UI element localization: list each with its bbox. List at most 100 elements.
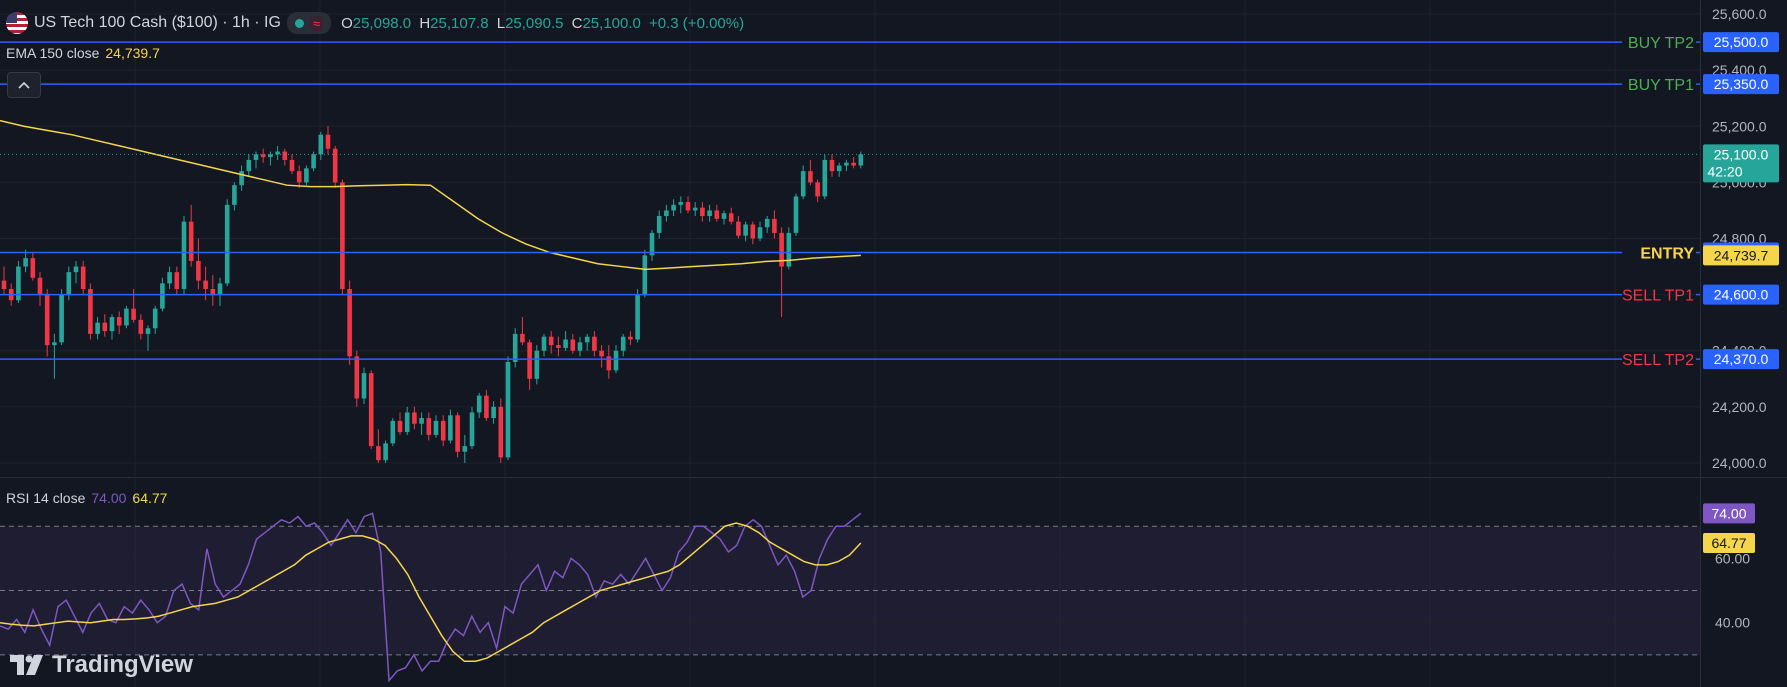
candle-body [764,218,770,228]
change-value: +0.3 (+0.00%) [649,14,745,32]
candle-body [1,280,7,290]
candle-body [512,333,518,362]
candle-body [844,162,849,166]
candle-body [109,317,115,332]
y-tick-label: 24,200.0 [1712,399,1767,415]
candle-body [232,185,237,205]
symbol-legend: US Tech 100 Cash ($100) · 1h · IG ≈ O25,… [6,12,744,34]
candle-body [793,196,799,233]
candle-body [851,162,856,166]
candle-body [296,171,302,183]
candle-body [95,322,100,334]
candle-body [779,232,784,267]
candle-body [260,154,266,158]
candle-body [289,159,295,172]
candle-body [692,207,698,211]
candle-body [750,224,756,239]
collapse-legend-button[interactable] [7,72,41,98]
candle-body [469,412,475,447]
tradingview-logo[interactable]: TradingView [10,651,193,679]
y-tick-label: 25,200.0 [1712,118,1767,134]
candle-body [786,232,792,267]
candle-body [383,443,388,461]
candle-body [829,159,835,172]
candle-body [700,207,705,217]
tradingview-logo-icon [10,655,43,675]
candle-body [736,221,741,236]
candle-body [217,283,223,295]
y-tick-label: 25,600.0 [1712,6,1767,22]
candle-body [44,294,50,346]
level-price-tag [1703,74,1779,95]
candle-body [656,216,662,233]
level-price-label: 24,370.0 [1714,351,1769,367]
rsi-ma-value: 64.77 [132,490,168,506]
brand-name: TradingView [52,651,193,678]
open-value: 25,098.0 [352,14,412,32]
candle-body [174,272,180,290]
candle-body [476,395,482,413]
candle-body [462,446,468,452]
chevron-up-icon [18,81,30,89]
candle-body [203,280,208,290]
candle-body [858,154,864,166]
candle-body [707,210,712,217]
last-price-tag [1703,144,1779,183]
candle-body [628,336,633,340]
candle-body [145,328,151,334]
candle-body [88,289,93,334]
level-label: BUY TP2 [1628,35,1694,52]
candle-body [368,373,374,447]
candle-body [224,204,230,284]
candle-body [160,283,165,309]
ema-price-label: 24,739.7 [1714,247,1769,263]
level-label: BUY TP1 [1628,77,1694,94]
candle-body [124,308,129,326]
y-tick-label: 25,400.0 [1712,62,1767,78]
candle-body [23,258,28,267]
ohlc-readout: O25,098.0 H25,107.8 L25,090.5 C25,100.0 … [337,15,744,32]
rsi-tick-label: 40.00 [1715,615,1750,631]
candle-body [498,406,504,458]
last-price-label: 25,100.0 [1714,146,1769,162]
candle-body [743,224,748,236]
candle-body [275,151,280,155]
market-open-dot-icon [294,18,304,28]
ema-legend[interactable]: EMA 150 close 24,739.7 [6,45,160,61]
candle-body [541,336,547,351]
candle-body [570,339,576,351]
candle-body [59,294,64,343]
low-value: 25,090.5 [505,14,564,32]
candle-body [66,272,72,295]
rsi-ma-value-label: 64.77 [1711,535,1746,551]
candle-body [253,154,259,160]
symbol-title[interactable]: US Tech 100 Cash ($100) · 1h · IG [34,14,281,31]
candle-body [268,154,273,158]
candle-body [822,159,828,197]
candle-body [800,171,806,197]
candle-body [433,420,439,435]
candle-body [318,134,324,155]
rsi-legend[interactable]: RSI 14 close 74.00 64.77 [6,490,167,506]
candle-body [376,446,381,461]
ema-value: 24,739.7 [105,45,160,61]
candle-body [520,333,525,343]
level-price-tag [1703,32,1779,53]
candle-body [181,221,187,290]
rsi-ma-line [0,522,862,663]
candle-body [361,373,367,399]
level-price-tag [1703,349,1779,370]
candle-body [635,294,640,340]
candle-body [116,317,122,326]
candle-body [649,232,655,256]
candle-body [311,154,316,169]
candle-body [167,272,172,284]
candle-body [282,151,288,160]
candle-body [592,336,597,351]
candle-body [714,210,720,219]
market-status-pill[interactable]: ≈ [286,12,332,34]
level-price-label: 25,500.0 [1714,34,1769,50]
candle-body [685,202,691,211]
candle-body [196,260,201,281]
